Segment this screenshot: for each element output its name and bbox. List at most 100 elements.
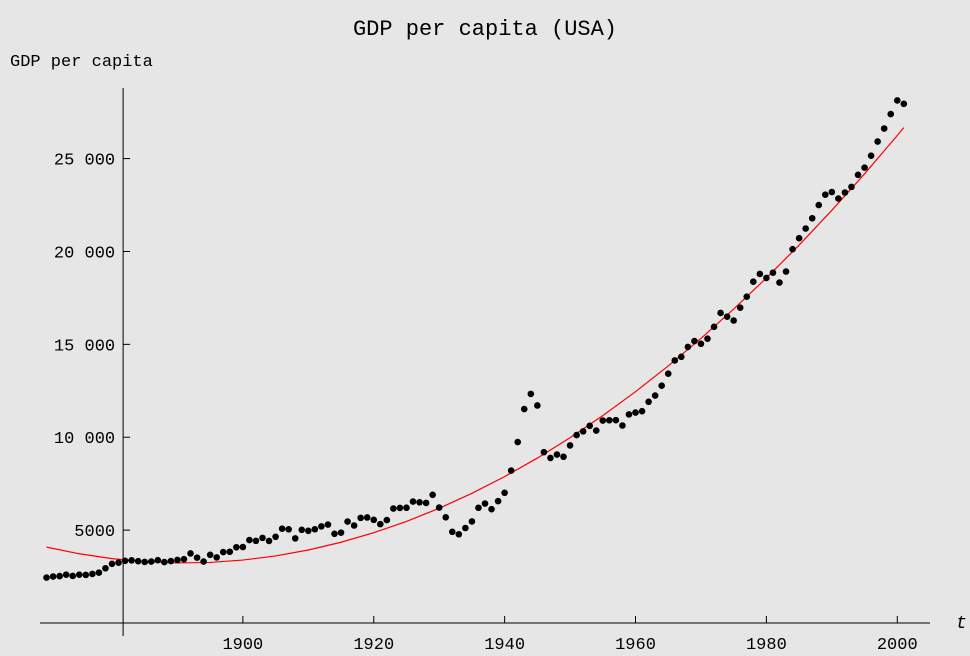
- data-point: [553, 451, 561, 458]
- data-point: [547, 454, 554, 462]
- data-point: [756, 270, 764, 278]
- data-point: [134, 557, 142, 565]
- data-point: [599, 417, 607, 424]
- data-point: [808, 214, 816, 222]
- data-point: [200, 558, 207, 565]
- chart-title: GDP per capita (USA): [353, 17, 617, 42]
- data-point: [704, 335, 711, 343]
- data-point: [815, 201, 823, 209]
- data-point: [514, 438, 522, 446]
- data-point: [311, 525, 319, 533]
- data-point: [147, 558, 155, 565]
- data-point: [390, 505, 397, 512]
- data-point: [520, 405, 528, 413]
- y-tick-label: 20 000: [54, 244, 115, 263]
- data-point: [710, 323, 718, 331]
- data-point: [331, 530, 338, 538]
- y-tick-label: 15 000: [54, 337, 115, 356]
- data-point: [272, 533, 279, 541]
- data-point: [828, 188, 836, 196]
- data-point: [848, 183, 855, 191]
- data-point: [259, 534, 266, 542]
- data-point: [776, 279, 783, 286]
- data-point: [357, 514, 364, 522]
- data-point: [730, 317, 737, 324]
- data-point: [383, 516, 391, 524]
- data-point: [586, 422, 594, 430]
- x-tick-label: 1960: [615, 636, 656, 655]
- data-point: [318, 523, 325, 530]
- data-point: [638, 407, 646, 415]
- data-point: [56, 572, 63, 580]
- data-point: [540, 448, 548, 456]
- data-point: [233, 543, 240, 551]
- data-point: [239, 543, 247, 551]
- data-point: [285, 526, 292, 533]
- data-point: [501, 489, 508, 497]
- data-point: [612, 416, 620, 424]
- data-point: [206, 551, 214, 559]
- data-point: [422, 499, 430, 507]
- data-point: [579, 428, 587, 435]
- data-point: [370, 516, 378, 524]
- data-point: [416, 499, 423, 506]
- data-point: [363, 514, 371, 521]
- data-point: [782, 268, 790, 275]
- data-point: [625, 411, 633, 418]
- data-point: [527, 390, 535, 398]
- data-point: [874, 138, 881, 145]
- data-point: [154, 556, 162, 564]
- data-point: [507, 467, 515, 474]
- data-point: [854, 171, 862, 179]
- data-point: [651, 392, 659, 399]
- data-point: [566, 442, 574, 449]
- data-point: [750, 278, 757, 285]
- data-point: [468, 518, 476, 525]
- data-point: [376, 520, 384, 528]
- data-point: [861, 164, 868, 171]
- data-point: [448, 528, 456, 536]
- data-point: [75, 571, 83, 579]
- data-point: [867, 152, 875, 159]
- data-point: [49, 573, 57, 580]
- data-point: [462, 524, 469, 532]
- data-point: [736, 304, 744, 311]
- x-tick-label: 1940: [484, 636, 525, 655]
- data-point: [494, 497, 502, 505]
- data-point: [697, 340, 705, 348]
- data-point: [880, 125, 888, 132]
- data-point: [396, 504, 404, 512]
- y-tick-label: 5000: [74, 523, 115, 542]
- data-point: [835, 195, 842, 202]
- data-point: [344, 518, 351, 525]
- x-tick-label: 2000: [877, 636, 918, 655]
- data-point: [632, 409, 639, 416]
- data-point: [62, 571, 70, 579]
- data-point: [180, 555, 188, 563]
- data-point: [763, 274, 770, 282]
- data-point: [664, 370, 672, 378]
- fit-line: [46, 127, 905, 564]
- data-point: [534, 402, 541, 409]
- data-point: [481, 500, 489, 507]
- data-point: [252, 537, 260, 545]
- data-point: [324, 521, 332, 528]
- x-tick-label: 1980: [746, 636, 787, 655]
- data-point: [403, 504, 410, 512]
- data-point: [409, 498, 417, 505]
- data-point: [723, 313, 731, 320]
- data-point: [841, 189, 849, 196]
- data-point: [671, 357, 679, 364]
- data-point: [121, 557, 129, 565]
- data-point: [606, 416, 613, 424]
- data-point: [802, 225, 809, 232]
- data-point: [141, 558, 149, 566]
- data-point: [115, 559, 122, 566]
- data-point: [678, 353, 685, 361]
- data-point: [893, 97, 901, 104]
- data-point: [128, 557, 135, 564]
- data-point: [789, 245, 796, 253]
- data-point: [619, 422, 626, 429]
